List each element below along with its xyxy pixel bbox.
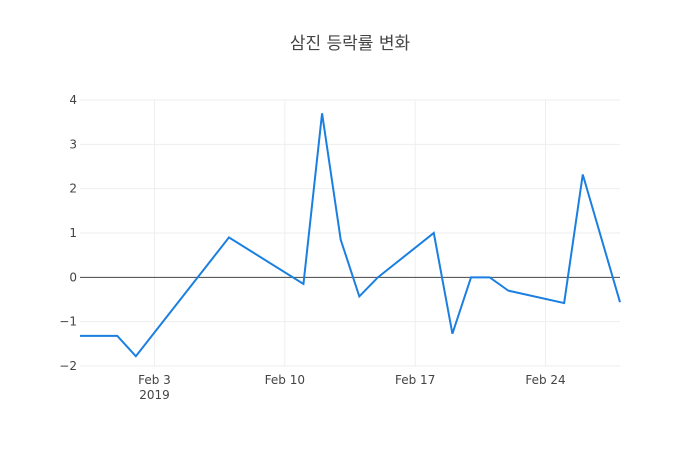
- grid: [80, 99, 620, 367]
- x-tick-label: Feb 17: [395, 373, 435, 387]
- x-tick-label: Feb 24: [525, 373, 565, 387]
- chart-title: 삼진 등락률 변화: [290, 34, 411, 54]
- y-tick-label: 0: [69, 270, 77, 284]
- series-group: [80, 113, 621, 358]
- y-tick-label: −1: [59, 315, 77, 329]
- y-tick-label: 3: [69, 137, 77, 151]
- series-line: [80, 113, 621, 358]
- x-tick-sublabel: 2019: [139, 388, 170, 402]
- y-tick-label: 1: [69, 226, 77, 240]
- y-axis-ticks: 4 3 2 1 0 −1 −2: [59, 93, 77, 373]
- y-tick-label: 2: [69, 182, 77, 196]
- x-tick-label: Feb 3: [138, 373, 171, 387]
- y-tick-label: 4: [69, 93, 77, 107]
- x-tick-label: Feb 10: [265, 373, 305, 387]
- y-tick-label: −2: [59, 359, 77, 373]
